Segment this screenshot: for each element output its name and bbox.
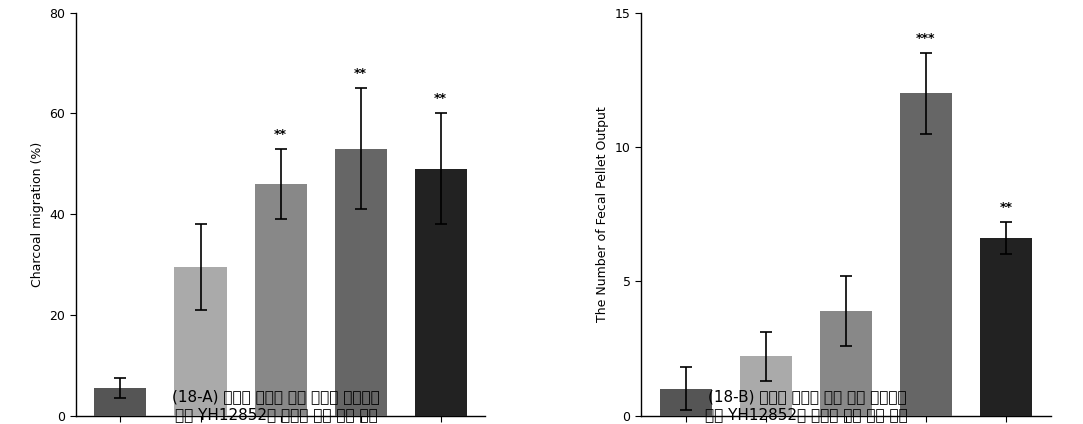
Bar: [255, 184, 306, 416]
Text: **: **: [274, 128, 287, 141]
Text: **: **: [354, 67, 367, 80]
Bar: [900, 93, 952, 416]
Bar: [660, 389, 712, 416]
Y-axis label: Charcoal migration (%): Charcoal migration (%): [30, 142, 43, 287]
Y-axis label: The Number of Fecal Pellet Output: The Number of Fecal Pellet Output: [596, 106, 609, 322]
Text: ***: ***: [916, 32, 936, 45]
Bar: [740, 357, 792, 416]
Text: (18-B) 수술로 저하된 하부 장관 운동성에
대한 YH12852의 용량별 회복 효과 평가: (18-B) 수술로 저하된 하부 장관 운동성에 대한 YH12852의 용량…: [705, 390, 909, 422]
Bar: [335, 149, 387, 416]
Bar: [94, 388, 146, 416]
Text: **: **: [434, 92, 447, 105]
Bar: [980, 238, 1032, 416]
Bar: [174, 267, 226, 416]
Text: (18-A) 수술로 저하된 상부 위장관 운동성에
대한 YH12852의 용량별 회복 효과 평가: (18-A) 수술로 저하된 상부 위장관 운동성에 대한 YH12852의 용…: [172, 390, 380, 422]
Bar: [415, 169, 467, 416]
Text: **: **: [1000, 201, 1013, 214]
Bar: [820, 311, 872, 416]
